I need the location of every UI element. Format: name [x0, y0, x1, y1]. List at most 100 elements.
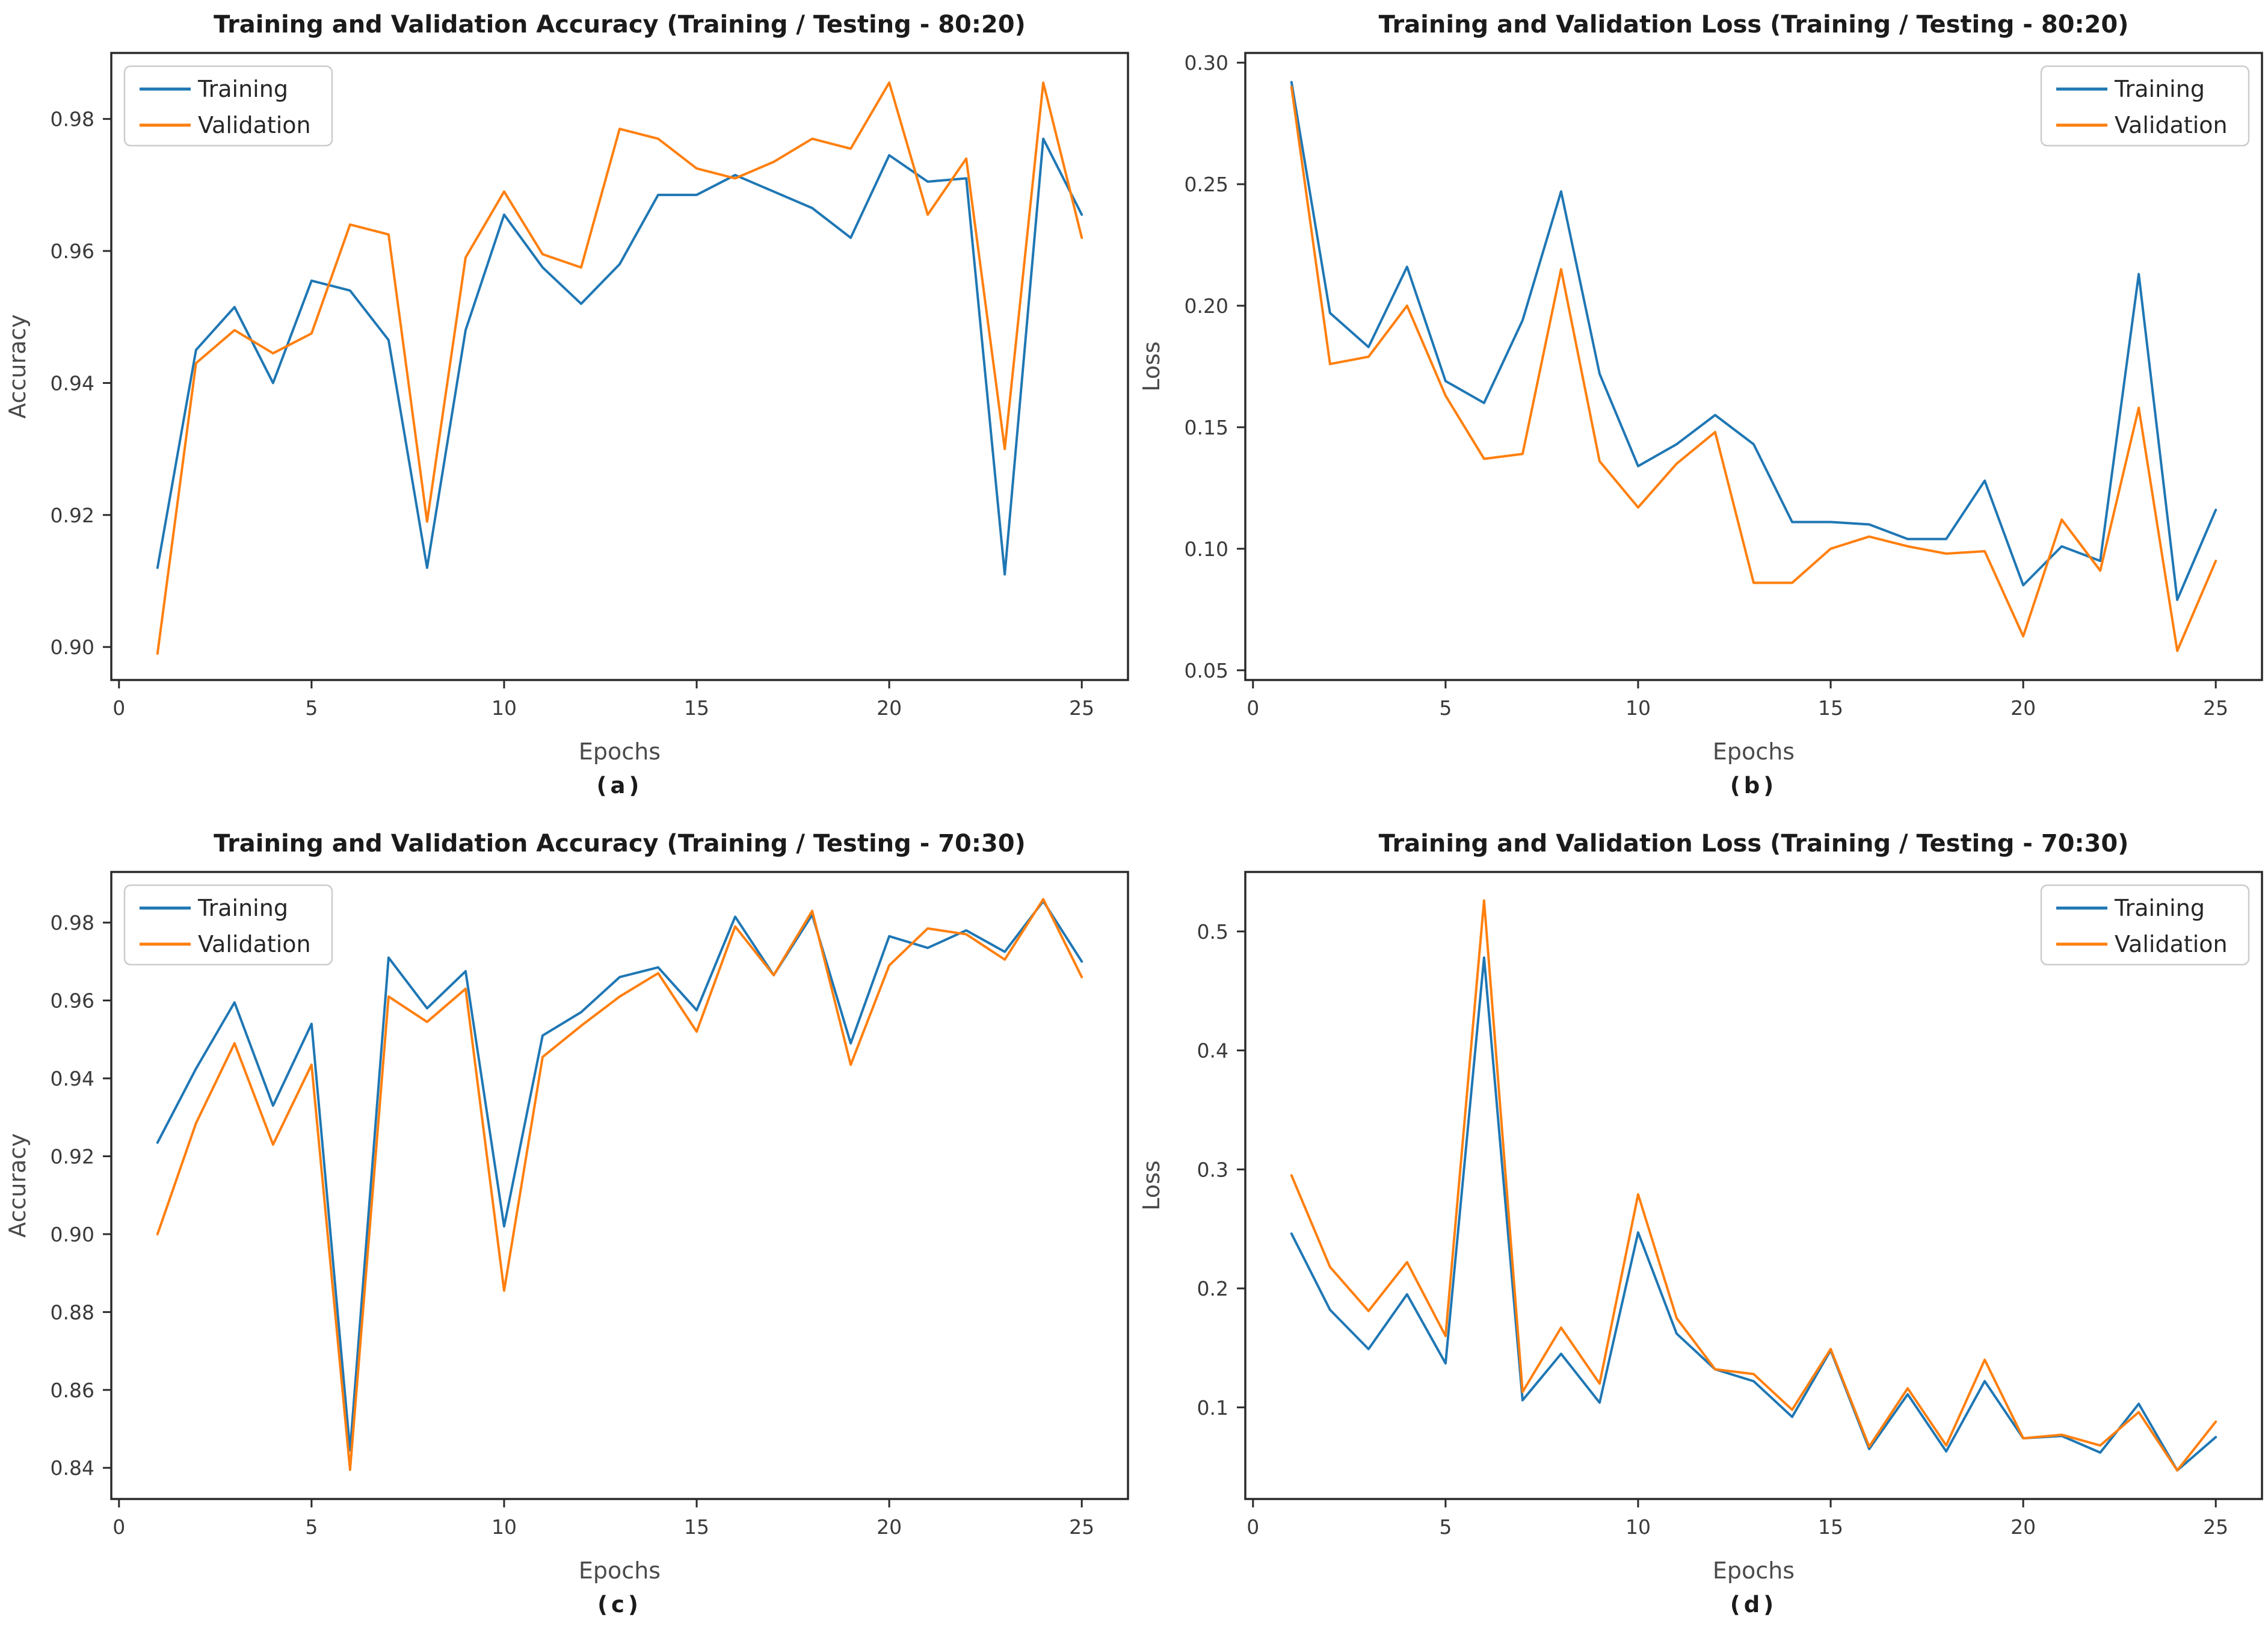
accuracy-80-20-chart: 0 5 10 15 20 25 0.90 0.92 0.94 0.96 0.98 Training a… — [4, 11, 1129, 765]
y-tick-label: 0.92 — [51, 1145, 94, 1168]
legend-label: Training — [2114, 76, 2205, 102]
y-tick-label: 0.90 — [51, 1223, 94, 1246]
y-tick-label: 0.30 — [1185, 51, 1228, 75]
x-tick-label: 0 — [112, 1515, 125, 1539]
legend: Training Validation — [123, 65, 333, 147]
y-tick-label: 0.05 — [1185, 659, 1228, 682]
training-line — [156, 137, 1083, 576]
validation-line — [1290, 899, 2217, 1472]
y-tick-label: 0.20 — [1185, 294, 1228, 318]
x-tick-label: 25 — [2203, 696, 2228, 720]
x-tick-label: 20 — [877, 1515, 902, 1539]
x-tick-label: 10 — [1626, 696, 1651, 720]
legend: Training Validation — [123, 884, 333, 966]
plot-area — [1245, 872, 2262, 1499]
plot-border — [110, 871, 1129, 1500]
y-axis-label: Accuracy — [4, 1133, 31, 1238]
x-tick-label: 25 — [1069, 1515, 1094, 1539]
y-tick-label: 0.5 — [1197, 920, 1228, 944]
legend-label: Validation — [198, 112, 311, 138]
y-tick-label: 0.98 — [51, 108, 94, 131]
y-tick-label: 0.86 — [51, 1379, 94, 1402]
plot-area — [111, 872, 1128, 1499]
legend-label: Validation — [198, 931, 311, 957]
x-axis-label: Epochs — [579, 1557, 661, 1584]
chart-cell-c: 0 5 10 15 20 25 0.84 0.86 0.88 0.90 0.92 0.94 0.96 0.… — [0, 819, 1134, 1638]
x-tick-label: 10 — [492, 696, 517, 720]
chart-cell-b: 0 5 10 15 20 25 0.05 0.10 0.15 0.20 0.25 0.30 Traini… — [1134, 0, 2268, 819]
plot-border — [110, 52, 1129, 681]
legend: Training Validation — [2040, 65, 2250, 147]
plot-area — [1245, 53, 2262, 680]
y-tick-label: 0.4 — [1197, 1039, 1228, 1063]
x-tick-label: 5 — [305, 696, 318, 720]
x-tick-label: 15 — [684, 1515, 709, 1539]
x-tick-label: 20 — [877, 696, 902, 720]
y-tick-label: 0.90 — [51, 635, 94, 659]
x-tick-label: 15 — [1818, 1515, 1843, 1539]
training-line — [156, 900, 1083, 1452]
loss-70-30-chart: 0 5 10 15 20 25 0.1 0.2 0.3 0.4 0.5 Training and Va… — [1138, 830, 2263, 1584]
x-tick-label: 15 — [684, 696, 709, 720]
x-axis-label: Epochs — [1713, 1557, 1795, 1584]
legend-label: Training — [2114, 895, 2205, 921]
chart-title: Training and Validation Accuracy (Traini… — [214, 11, 1026, 39]
y-tick-label: 0.1 — [1197, 1396, 1228, 1420]
y-tick-label: 0.15 — [1185, 416, 1228, 439]
validation-line — [156, 898, 1083, 1471]
y-tick-label: 0.84 — [51, 1456, 94, 1480]
chart-title: Training and Validation Accuracy (Traini… — [214, 830, 1026, 858]
x-tick-label: 5 — [305, 1515, 318, 1539]
y-tick-label: 0.88 — [51, 1300, 94, 1324]
x-axis-label: Epochs — [579, 738, 661, 765]
chart-caption-b: (b) — [1730, 773, 1778, 799]
y-axis-label: Accuracy — [4, 314, 31, 419]
plot-area — [111, 53, 1128, 680]
y-tick-label: 0.96 — [51, 240, 94, 263]
chart-cell-a: 0 5 10 15 20 25 0.90 0.92 0.94 0.96 0.98 Training a… — [0, 0, 1134, 819]
y-tick-label: 0.94 — [51, 1067, 94, 1090]
x-tick-label: 25 — [2203, 1515, 2228, 1539]
training-line — [1290, 81, 2217, 601]
y-axis-label: Loss — [1138, 341, 1165, 391]
chart-title: Training and Validation Loss (Training /… — [1379, 830, 2129, 858]
plot-border — [1244, 52, 2263, 681]
loss-80-20-chart: 0 5 10 15 20 25 0.05 0.10 0.15 0.20 0.25 0.30 Traini… — [1138, 11, 2263, 765]
x-tick-label: 10 — [1626, 1515, 1651, 1539]
chart-caption-d: (d) — [1730, 1592, 1778, 1618]
y-tick-label: 0.3 — [1197, 1158, 1228, 1181]
x-tick-label: 5 — [1439, 696, 1452, 720]
y-tick-label: 0.2 — [1197, 1277, 1228, 1300]
validation-line — [1290, 85, 2217, 652]
legend-label: Training — [197, 895, 288, 921]
y-tick-label: 0.25 — [1185, 173, 1228, 196]
legend: Training Validation — [2040, 884, 2250, 966]
x-tick-label: 0 — [112, 696, 125, 720]
x-tick-label: 20 — [2011, 696, 2036, 720]
y-tick-label: 0.92 — [51, 504, 94, 527]
chart-caption-c: (c) — [597, 1592, 642, 1618]
x-tick-label: 0 — [1246, 1515, 1259, 1539]
x-tick-label: 5 — [1439, 1515, 1452, 1539]
x-axis-label: Epochs — [1713, 738, 1795, 765]
validation-line — [156, 81, 1083, 655]
chart-cell-d: 0 5 10 15 20 25 0.1 0.2 0.3 0.4 0.5 Training and Va… — [1134, 819, 2268, 1638]
y-axis-label: Loss — [1138, 1160, 1165, 1210]
x-tick-label: 10 — [492, 1515, 517, 1539]
y-tick-label: 0.96 — [51, 989, 94, 1013]
x-tick-label: 25 — [1069, 696, 1094, 720]
legend-label: Validation — [2115, 931, 2228, 957]
x-tick-label: 15 — [1818, 696, 1843, 720]
y-tick-label: 0.98 — [51, 911, 94, 935]
y-tick-label: 0.10 — [1185, 537, 1228, 561]
chart-title: Training and Validation Loss (Training /… — [1379, 11, 2129, 39]
y-tick-label: 0.94 — [51, 371, 94, 395]
legend-label: Training — [197, 76, 288, 102]
chart-caption-a: (a) — [596, 773, 643, 799]
x-tick-label: 0 — [1246, 696, 1259, 720]
x-tick-label: 20 — [2011, 1515, 2036, 1539]
legend-label: Validation — [2115, 112, 2228, 138]
plot-border — [1244, 871, 2263, 1500]
accuracy-70-30-chart: 0 5 10 15 20 25 0.84 0.86 0.88 0.90 0.92 0.94 0.96 0.… — [4, 830, 1129, 1584]
